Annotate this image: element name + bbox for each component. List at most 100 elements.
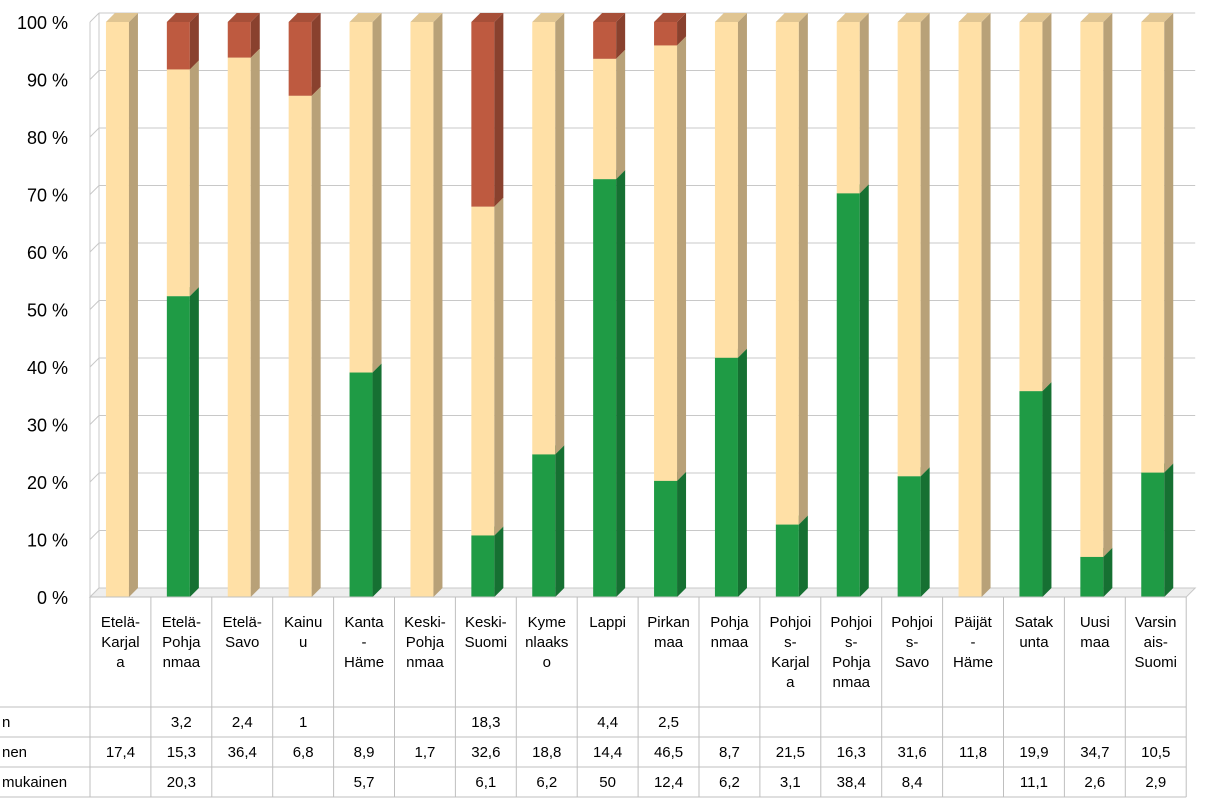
table-value: 14,4: [593, 744, 622, 761]
bar-front: [288, 95, 312, 597]
table-value: 18,3: [471, 714, 500, 731]
series-name: nen: [2, 744, 27, 761]
y-tick-label: 10 %: [27, 531, 68, 551]
bar-front: [471, 206, 495, 536]
bar-segment: [227, 48, 260, 597]
bar-front: [654, 22, 678, 46]
table-value: 1,7: [415, 744, 436, 761]
bar-side: [981, 13, 991, 597]
category-label: Kyme nlaaks o: [525, 614, 568, 671]
category-label: Uusi maa: [1080, 614, 1110, 651]
bar-side: [433, 13, 443, 597]
bar-side: [1042, 13, 1052, 392]
bar-segment: [593, 170, 626, 598]
bar-segment: [714, 13, 747, 358]
gridline-depth: [89, 12, 100, 23]
y-tick-label: 70 %: [27, 186, 68, 206]
bar-segment: [897, 467, 930, 597]
bar-front: [349, 372, 373, 597]
y-tick-label: 40 %: [27, 358, 68, 378]
gridline-depth: [89, 300, 100, 310]
bar-front: [532, 454, 556, 597]
table-value: 8,4: [902, 774, 923, 791]
bar-front: [166, 69, 190, 297]
bars: [105, 13, 1174, 598]
bar-segment: [532, 445, 565, 597]
bar-front: [897, 476, 921, 597]
bar-segment: [593, 13, 626, 59]
bar-side: [1164, 13, 1174, 473]
category-label: Keski-Suomi: [465, 614, 508, 651]
bar-segment: [532, 13, 565, 455]
bar-segment: [654, 36, 687, 481]
bar-side: [616, 170, 626, 598]
gridline-depth: [89, 530, 100, 540]
bar-side: [555, 13, 565, 455]
bar-front: [1019, 391, 1043, 597]
bar-side: [250, 48, 260, 597]
bar-segment: [166, 287, 199, 597]
bar-front: [654, 45, 678, 481]
bar-side: [859, 184, 869, 597]
bar-segment: [654, 471, 687, 597]
category-label: Etelä-Pohja nmaa: [162, 614, 201, 671]
bar-side: [920, 13, 930, 477]
bar-front: [1080, 22, 1104, 557]
bar-segment: [1019, 13, 1052, 392]
bar-segment: [471, 13, 504, 207]
gridline-depth: [89, 242, 100, 253]
bar-front: [593, 58, 617, 180]
table-value: 1: [299, 714, 307, 731]
bar-front: [105, 22, 129, 597]
table-value: 21,5: [776, 744, 805, 761]
table-value: 6,2: [536, 774, 557, 791]
bar-front: [593, 179, 617, 598]
table-value: 5,7: [354, 774, 375, 791]
bar-segment: [1019, 382, 1052, 597]
table-value: 50: [599, 774, 616, 791]
bar-side: [677, 36, 687, 481]
table-value: 8,9: [354, 744, 375, 761]
bar-segment: [958, 13, 991, 597]
bar-segment: [836, 13, 869, 194]
bar-segment: [288, 13, 321, 96]
bar-segment: [593, 49, 626, 180]
table-value: 17,4: [106, 744, 135, 761]
bar-segment: [471, 526, 504, 597]
table-value: 11,1: [1020, 774, 1048, 791]
bar-top: [654, 13, 687, 22]
bar-segment: [654, 13, 687, 46]
category-label: Pohjoi s-Karjal a: [769, 614, 811, 691]
bar-segment: [288, 86, 321, 597]
bar-front: [654, 480, 678, 597]
bar-side: [494, 526, 504, 597]
table-value: 32,6: [471, 744, 500, 761]
category-label: Etelä-Savo: [223, 614, 262, 651]
category-label: Lappi: [589, 614, 626, 631]
bar-front: [897, 22, 921, 477]
y-tick-label: 0 %: [37, 588, 68, 608]
bar-front: [593, 22, 617, 59]
bar-front: [227, 22, 251, 58]
bar-front: [227, 57, 251, 597]
bar-top: [227, 13, 260, 22]
y-tick-label: 60 %: [27, 243, 68, 263]
bar-side: [798, 515, 808, 597]
bar-segment: [471, 197, 504, 536]
table-value: 10,5: [1141, 744, 1170, 761]
bar-side: [677, 13, 687, 46]
table-value: 6,8: [293, 744, 314, 761]
category-label: Kanta -Häme: [344, 614, 384, 671]
y-tick-label: 90 %: [27, 71, 68, 91]
bar-front: [166, 296, 190, 597]
bar-side: [1103, 13, 1113, 557]
bar-segment: [227, 13, 260, 58]
category-label: Päijät -Häme: [953, 614, 993, 671]
bar-side: [616, 13, 626, 59]
bar-side: [189, 287, 199, 597]
bar-side: [372, 13, 382, 373]
y-tick-label: 50 %: [27, 301, 68, 321]
bar-top: [410, 13, 443, 22]
bar-side: [737, 348, 747, 597]
